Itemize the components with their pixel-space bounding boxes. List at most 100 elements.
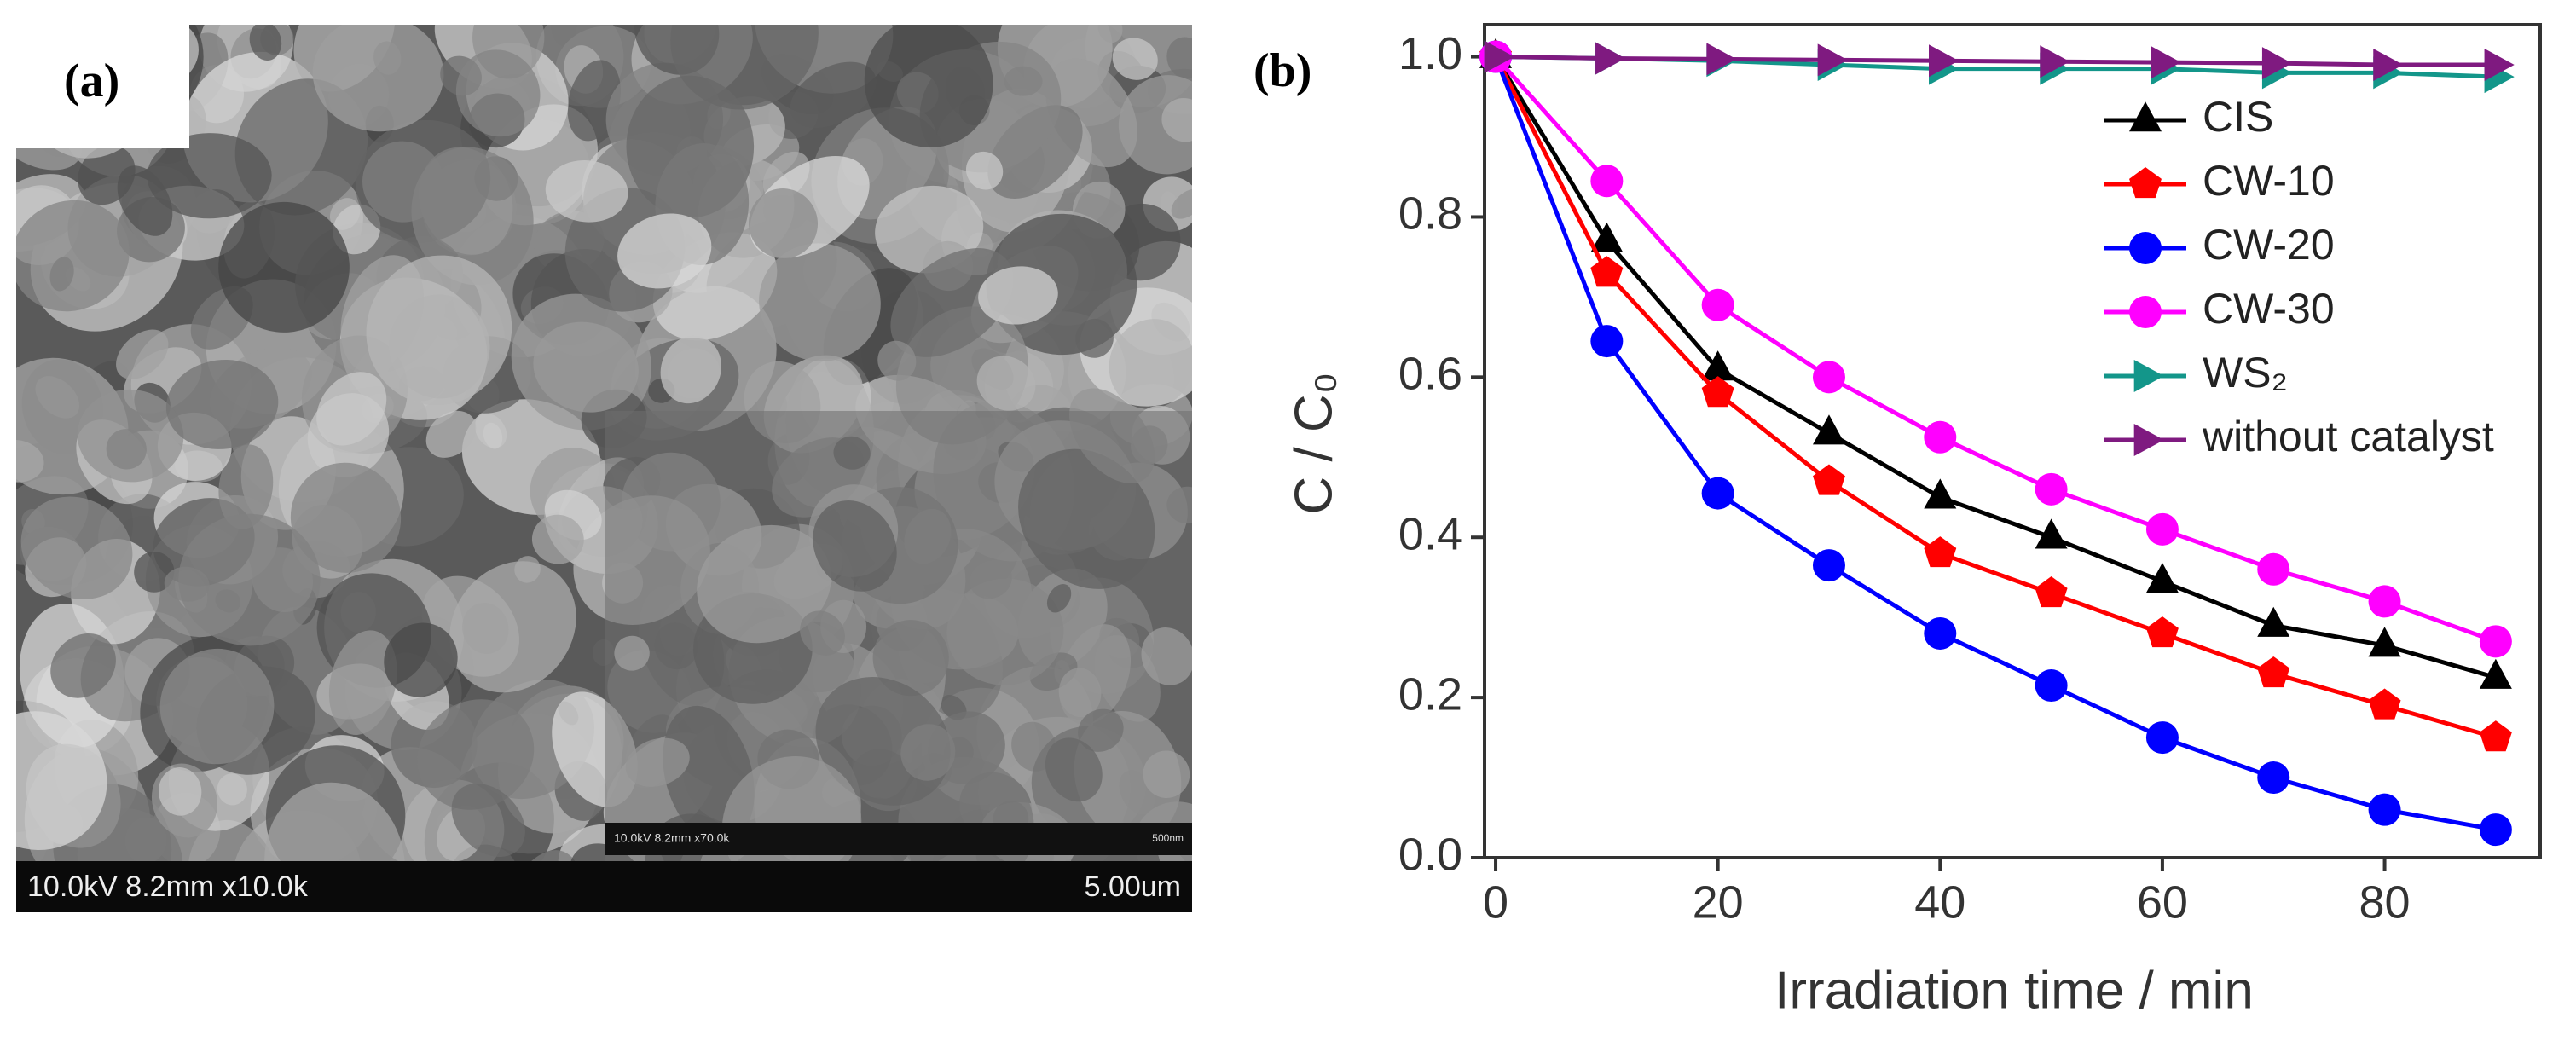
grain <box>147 133 272 219</box>
grain <box>890 248 1014 357</box>
grain <box>218 201 350 333</box>
marker <box>1813 464 1845 495</box>
marker <box>1924 420 1957 454</box>
marker <box>2368 585 2401 618</box>
marker <box>2035 669 2068 703</box>
y-tick-label: 0.8 <box>1398 188 1462 240</box>
marker <box>1590 256 1624 287</box>
grain <box>1112 38 1158 80</box>
marker <box>2368 627 2401 657</box>
grain <box>1171 188 1192 219</box>
series-line <box>1494 55 2497 644</box>
legend-label: CW-20 <box>2203 221 2335 269</box>
legend-label: CW-10 <box>2203 157 2335 205</box>
x-tick-label: 60 <box>2137 876 2188 928</box>
marker <box>2035 576 2068 608</box>
grain <box>116 329 169 379</box>
marker <box>2145 721 2179 755</box>
marker <box>2145 563 2179 593</box>
grain <box>670 25 819 110</box>
grain <box>312 25 444 132</box>
grain <box>533 321 639 413</box>
grain <box>660 335 721 404</box>
plot-frame <box>1483 23 2542 859</box>
marker <box>1701 376 1734 408</box>
grain <box>749 188 819 259</box>
grain <box>366 255 512 406</box>
marker <box>1817 43 1848 77</box>
grain <box>316 372 387 446</box>
marker <box>2479 658 2512 689</box>
grain <box>417 699 535 810</box>
legend-marker <box>2129 296 2162 328</box>
marker <box>1924 536 1957 568</box>
grain <box>449 561 576 693</box>
marker <box>1924 478 1957 509</box>
marker <box>1590 222 1624 252</box>
marker <box>1701 288 1734 321</box>
grain <box>483 422 503 449</box>
marker <box>1928 44 1959 78</box>
y-tick-label: 0.6 <box>1398 349 1462 400</box>
grain <box>249 25 282 61</box>
marker <box>1812 549 1845 582</box>
y-tick-label: 0.0 <box>1398 829 1462 880</box>
grain <box>165 359 279 449</box>
marker <box>2145 512 2179 546</box>
grain <box>50 633 116 698</box>
x-tick-label: 20 <box>1693 876 1744 928</box>
legend-label: CW-30 <box>2203 285 2335 333</box>
marker <box>2479 813 2512 847</box>
grain <box>106 429 147 470</box>
grain <box>1075 318 1114 358</box>
grain <box>425 410 477 458</box>
legend-label: WS₂ <box>2203 349 2288 396</box>
grain <box>158 767 202 816</box>
grain <box>411 147 534 286</box>
grain <box>49 257 74 292</box>
marker <box>2035 472 2068 506</box>
grain <box>178 513 321 646</box>
series-line <box>1495 55 2496 67</box>
grain <box>384 622 458 697</box>
marker <box>1595 42 1626 75</box>
info-bar <box>16 861 1192 912</box>
series-line <box>1493 55 2497 832</box>
grain <box>617 213 712 289</box>
grain <box>328 630 397 735</box>
marker <box>2151 46 2181 79</box>
grain <box>16 200 130 312</box>
grain <box>134 551 175 593</box>
marker <box>1706 43 1737 76</box>
series-line <box>1493 55 2497 680</box>
x-tick-label: 0 <box>1483 876 1508 928</box>
grain <box>218 444 274 529</box>
legend-label: CIS <box>2203 93 2273 141</box>
legend-marker <box>2129 167 2162 199</box>
inset-info: 10.0kV 8.2mm x70.0k <box>614 831 730 845</box>
grain <box>78 145 136 205</box>
x-tick-label: 40 <box>1914 876 1965 928</box>
marker <box>2257 552 2290 586</box>
grain <box>20 496 133 599</box>
grain <box>759 243 881 361</box>
sem-inset <box>605 411 1192 863</box>
y-axis-label: C / C₀ <box>1284 373 1343 515</box>
grain <box>976 356 1036 411</box>
grain <box>978 266 1058 325</box>
grain <box>1161 98 1192 142</box>
sem-info: 10.0kV 8.2mm x10.0k <box>27 870 309 903</box>
x-axis-label: Irradiation time / min <box>1774 961 2254 1020</box>
panel-label: (b) <box>1253 44 1311 97</box>
marker <box>1590 165 1624 198</box>
marker <box>1812 414 1845 445</box>
marker <box>1484 40 1514 73</box>
x-tick-label: 80 <box>2359 876 2411 928</box>
marker <box>2040 45 2070 78</box>
y-tick-label: 1.0 <box>1398 28 1462 79</box>
grain <box>545 160 628 223</box>
label-box <box>16 25 189 148</box>
grain <box>531 514 584 564</box>
